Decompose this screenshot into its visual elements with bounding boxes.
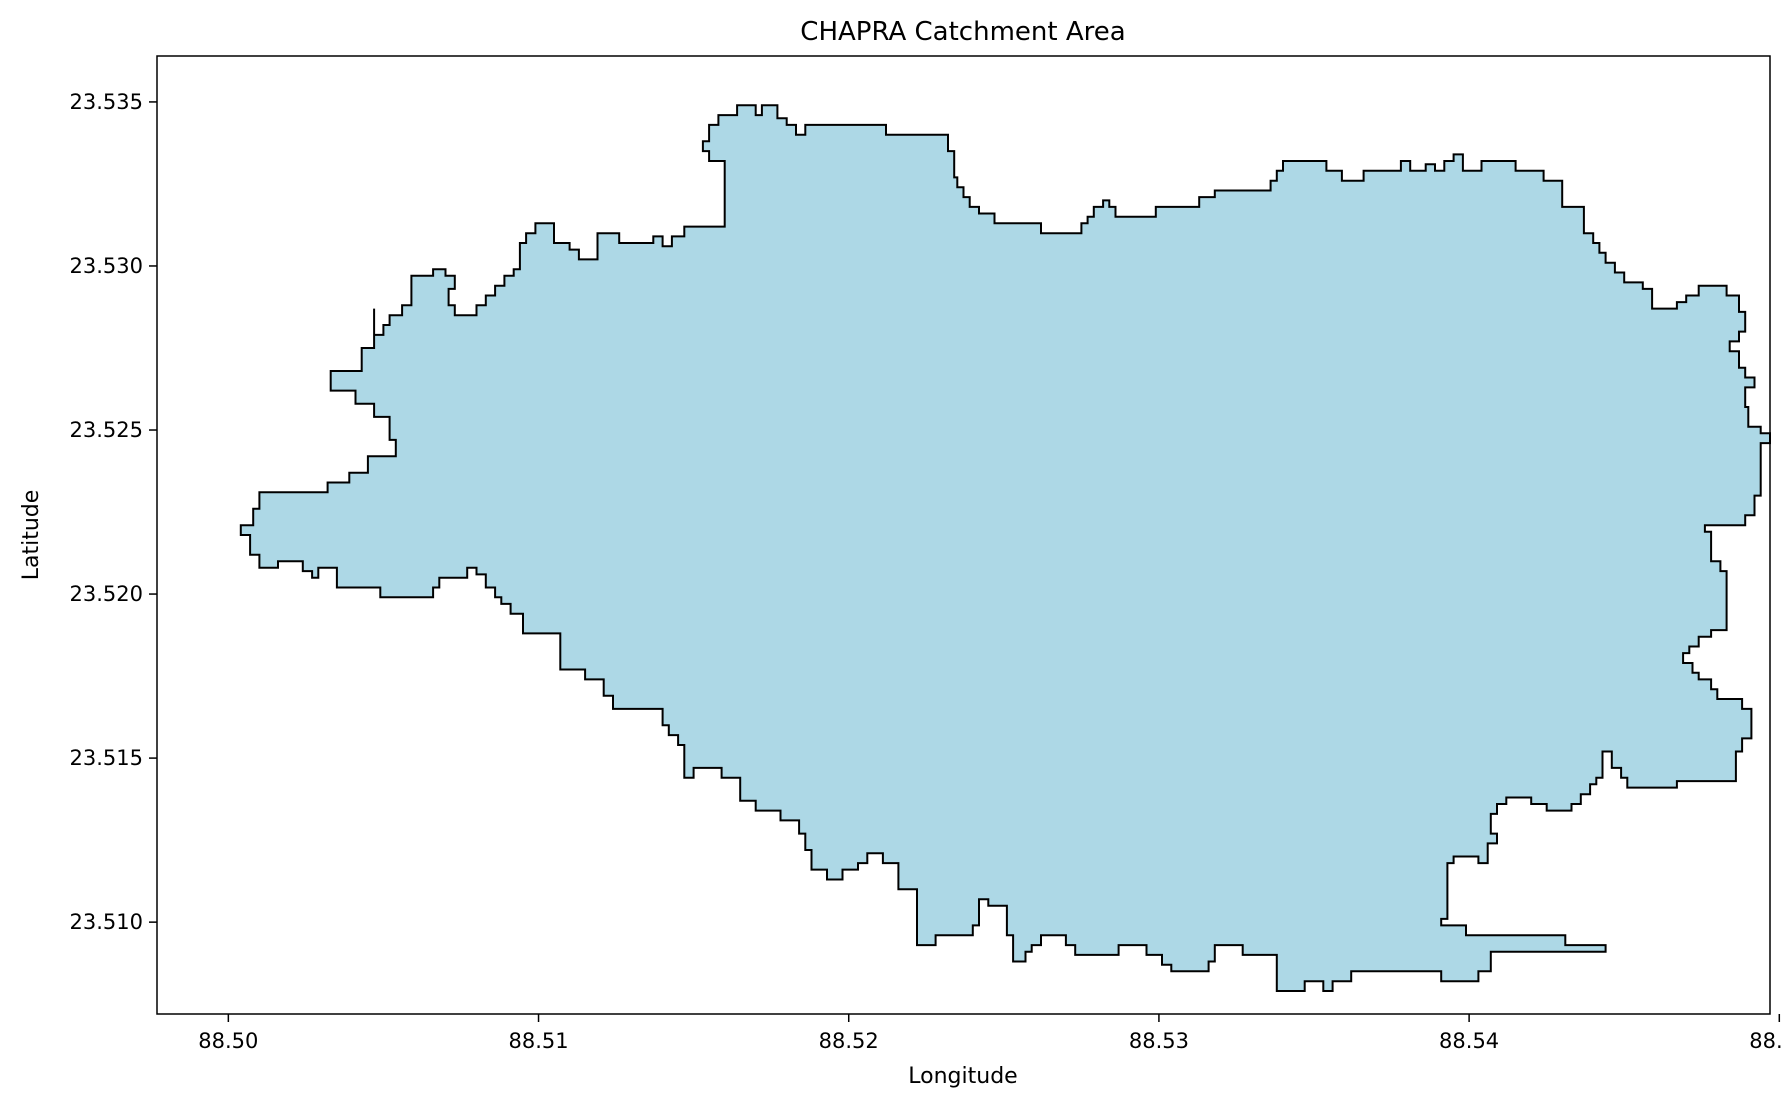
y-tick-label: 23.525 xyxy=(70,418,143,442)
y-tick-label: 23.510 xyxy=(70,910,143,934)
y-axis: 23.510 23.515 23.520 23.525 23.530 23.535 xyxy=(70,90,157,934)
x-tick-label: 88.55 xyxy=(1749,1029,1781,1053)
x-tick-label: 88.54 xyxy=(1439,1029,1499,1053)
y-tick-label: 23.535 xyxy=(70,90,143,114)
x-axis-label: Longitude xyxy=(908,1064,1017,1089)
y-tick-label: 23.520 xyxy=(70,582,143,606)
catchment-area-polygon xyxy=(239,104,1771,992)
x-tick-label: 88.53 xyxy=(1129,1029,1189,1053)
y-tick-label: 23.515 xyxy=(70,746,143,770)
x-axis: 88.50 88.51 88.52 88.53 88.54 88.55 xyxy=(198,1014,1781,1053)
y-tick-label: 23.530 xyxy=(70,254,143,278)
y-axis-label: Latitude xyxy=(19,490,44,581)
plot-area xyxy=(156,55,1771,1015)
chart-title: CHAPRA Catchment Area xyxy=(800,17,1125,47)
plot-frame xyxy=(156,55,1771,1015)
x-tick-label: 88.51 xyxy=(508,1029,568,1053)
x-tick-label: 88.50 xyxy=(198,1029,258,1053)
x-tick-label: 88.52 xyxy=(819,1029,879,1053)
